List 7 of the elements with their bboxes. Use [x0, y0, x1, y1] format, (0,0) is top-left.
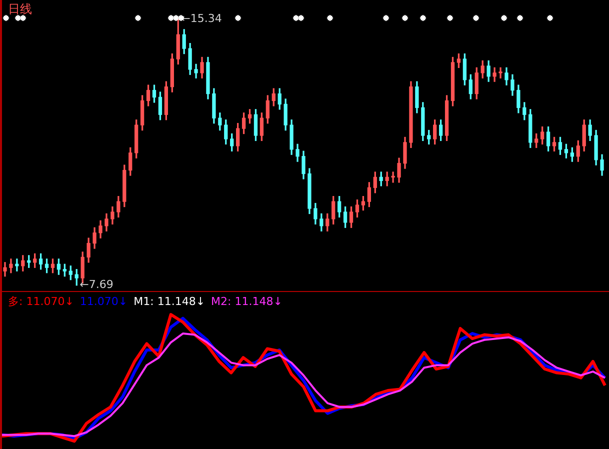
text: 多: 11.070↓: [8, 295, 74, 308]
text: M1: 11.148↓: [134, 295, 206, 308]
chart-title: 日线: [8, 1, 32, 18]
annotation: ←7.69: [80, 278, 114, 292]
text: M2: 11.148↓: [211, 295, 282, 308]
text: 11.070↓: [80, 295, 128, 308]
annotation: ←15.34: [181, 12, 222, 26]
